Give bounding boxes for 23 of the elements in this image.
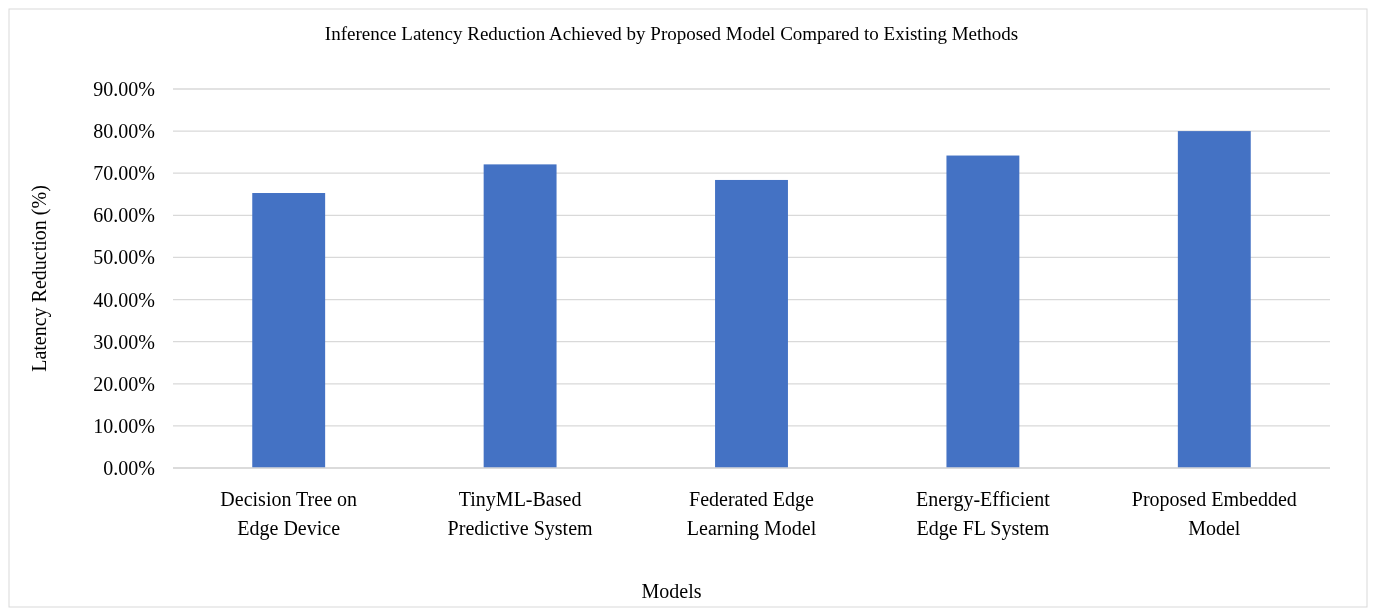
y-tick-label: 0.00% bbox=[103, 457, 155, 479]
chart-title: Inference Latency Reduction Achieved by Proposed Model Compared to Existing Methods bbox=[324, 23, 1019, 44]
x-tick-label: Energy-Efficient Edge FL System bbox=[916, 488, 1051, 540]
bar bbox=[252, 193, 326, 468]
y-tick-label: 30.00% bbox=[93, 330, 155, 353]
y-tick-label: 40.00% bbox=[93, 288, 155, 311]
y-tick-label: 60.00% bbox=[93, 204, 155, 227]
x-tick-label: TinyML-Based Predictive System bbox=[447, 488, 594, 540]
y-tick-label: 70.00% bbox=[93, 162, 155, 185]
bar bbox=[946, 155, 1020, 468]
y-tick-label: 10.00% bbox=[93, 414, 155, 437]
y-tick-label: 80.00% bbox=[93, 120, 155, 143]
y-tick-label: 50.00% bbox=[93, 246, 155, 269]
y-tick-label: 90.00% bbox=[93, 78, 155, 100]
bar bbox=[1177, 131, 1251, 468]
bar bbox=[715, 179, 788, 468]
x-tick-label: Federated Edge Learning Model bbox=[686, 488, 817, 540]
x-tick-label: Decision Tree on Edge Device bbox=[220, 488, 358, 540]
bar bbox=[483, 164, 557, 468]
y-axis-title: Latency Reduction (%) bbox=[28, 185, 51, 372]
y-tick-label: 20.00% bbox=[93, 372, 155, 395]
x-tick-label: Proposed Embedded Model bbox=[1131, 488, 1297, 539]
x-axis-title: Models bbox=[641, 580, 702, 602]
